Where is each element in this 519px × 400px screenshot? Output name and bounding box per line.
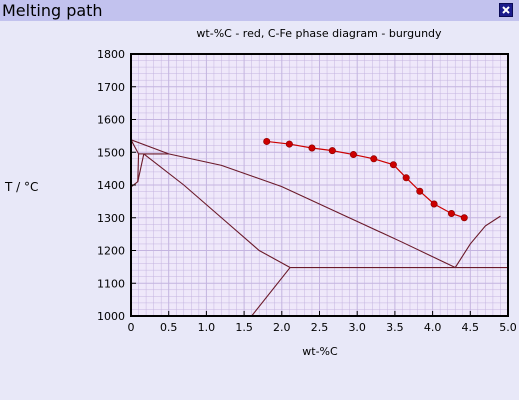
phase-boundary-line bbox=[137, 153, 145, 182]
y-tick-label: 1200 bbox=[97, 245, 125, 258]
phase-boundary-line bbox=[137, 153, 140, 182]
melting-path-point bbox=[263, 137, 271, 145]
y-tick-label: 1500 bbox=[97, 146, 125, 159]
melting-path-series bbox=[263, 137, 468, 222]
x-tick-label: 5.0 bbox=[499, 321, 517, 334]
melting-path-point bbox=[416, 187, 424, 195]
x-tick-label: 0 bbox=[128, 321, 135, 334]
x-tick-label: 1.0 bbox=[198, 321, 216, 334]
y-tick-label: 1600 bbox=[97, 114, 125, 127]
x-tick-label: 3.5 bbox=[386, 321, 404, 334]
x-tick-label: 1.5 bbox=[235, 321, 253, 334]
y-tick-label: 1400 bbox=[97, 179, 125, 192]
x-tick-label: 0.5 bbox=[160, 321, 178, 334]
close-icon bbox=[502, 6, 510, 14]
x-tick-label: 2.5 bbox=[311, 321, 329, 334]
melting-path-point bbox=[328, 147, 336, 155]
melting-path-point bbox=[402, 174, 410, 182]
axis-ticks: 0 0.5 1.0 1.5 2.0 2.5 3.0 3.5 4.0 4.5 5.0 1000 1100 1… bbox=[97, 48, 517, 334]
x-tick-label: 3.0 bbox=[348, 321, 366, 334]
y-tick-label: 1300 bbox=[97, 212, 125, 225]
phase-boundary-line bbox=[143, 153, 291, 269]
y-tick-label: 1000 bbox=[97, 310, 125, 323]
melting-path-point bbox=[430, 200, 438, 208]
melting-path-point bbox=[370, 155, 378, 163]
window-titlebar: Melting path bbox=[0, 0, 519, 21]
melting-path-point bbox=[460, 214, 468, 222]
chart-title: wt-%C - red, C-Fe phase diagram - burgun… bbox=[196, 27, 442, 40]
y-tick-label: 1800 bbox=[97, 48, 125, 61]
x-axis-label: wt-%C bbox=[302, 345, 338, 358]
x-tick-label: 4.0 bbox=[424, 321, 442, 334]
phase-diagram-chart: wt-%C - red, C-Fe phase diagram - burgun… bbox=[97, 27, 517, 358]
melting-path-point bbox=[349, 151, 357, 159]
phase-boundary-line bbox=[131, 139, 140, 155]
melting-path-point bbox=[389, 161, 397, 169]
close-button[interactable] bbox=[499, 3, 513, 17]
phase-diagram-lines bbox=[131, 139, 508, 316]
x-tick-label: 4.5 bbox=[462, 321, 480, 334]
grid-lines bbox=[131, 54, 508, 316]
phase-boundary-line bbox=[454, 215, 501, 268]
phase-boundary-line bbox=[251, 267, 291, 316]
phase-boundary-line bbox=[131, 139, 169, 155]
melting-path-point bbox=[285, 140, 293, 148]
melting-path-point bbox=[447, 209, 455, 217]
y-tick-label: 1100 bbox=[97, 277, 125, 290]
window-title: Melting path bbox=[2, 1, 103, 20]
phase-boundary-line bbox=[168, 153, 456, 269]
phase-boundary-line bbox=[131, 181, 139, 188]
y-tick-label: 1700 bbox=[97, 81, 125, 94]
y-axis-label: T / °C bbox=[5, 180, 39, 194]
x-tick-label: 2.0 bbox=[273, 321, 291, 334]
melting-path-point bbox=[308, 144, 316, 152]
